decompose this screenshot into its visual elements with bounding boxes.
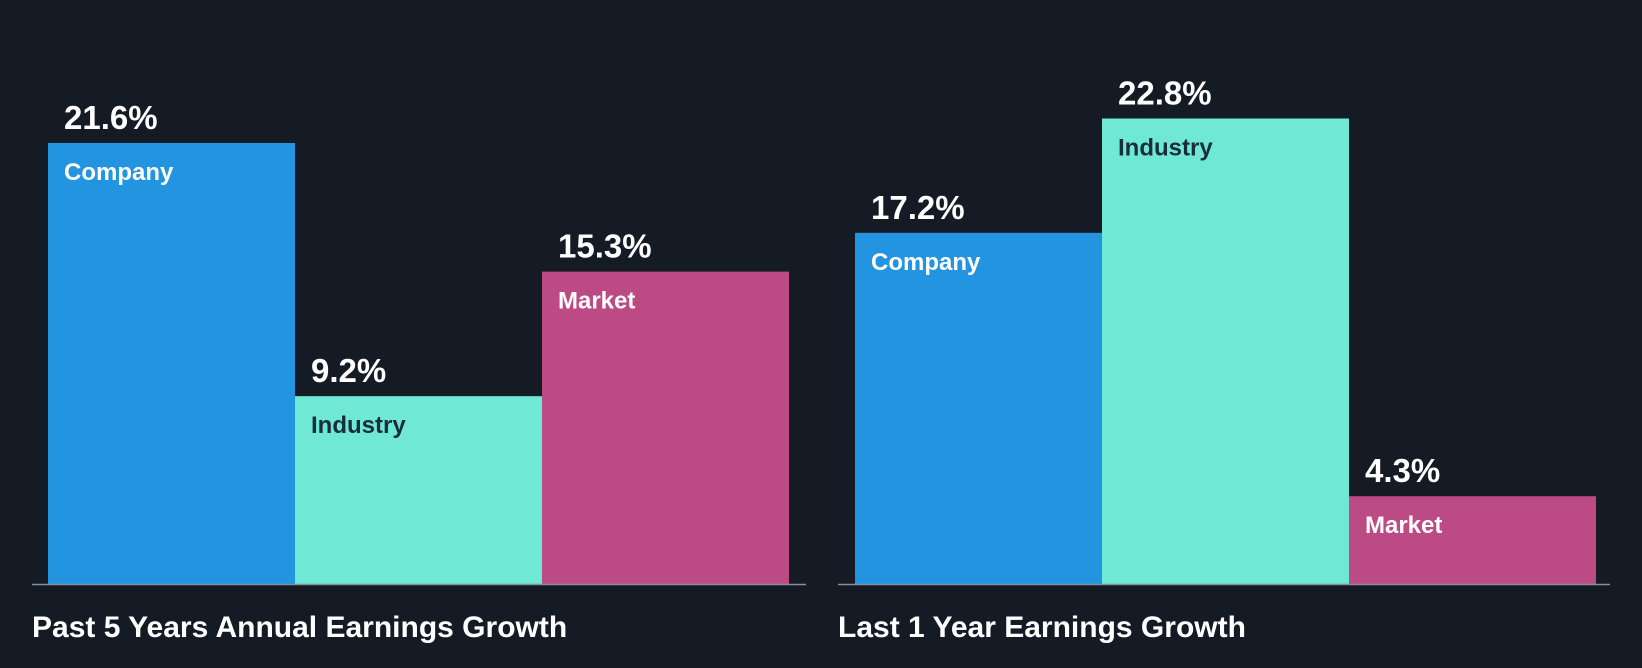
bar-value-label-company: 17.2% [871,189,965,226]
bar-category-label-company: Company [871,249,981,276]
bar-company [48,143,295,584]
bar-value-label-market: 15.3% [558,228,652,265]
panel-past-5-years-bars [48,143,789,584]
bar-industry [1102,118,1349,584]
panel-past-5-years-labels: 21.6% Company 9.2% Industry 15.3% Market [64,99,652,439]
bar-company [855,232,1102,585]
panel-past-5-years-title: Past 5 Years Annual Earnings Growth [32,611,567,644]
bar-value-label-company: 21.6% [64,99,158,136]
bar-category-label-market: Market [1365,512,1442,539]
panel-last-1-year: 17.2% Company 22.8% Industry 4.3% Market Last… [838,75,1610,644]
panel-last-1-year-title: Last 1 Year Earnings Growth [838,611,1246,644]
bar-value-label-industry: 9.2% [311,352,386,389]
bar-category-label-company: Company [64,159,174,186]
bar-value-label-market: 4.3% [1365,452,1440,489]
bar-value-label-industry: 22.8% [1118,75,1212,112]
bar-market [1349,496,1596,584]
panel-past-5-years: 21.6% Company 9.2% Industry 15.3% Market Past… [32,99,806,644]
bar-industry [295,396,542,584]
bar-category-label-industry: Industry [311,412,406,439]
bar-market [542,271,789,584]
bar-category-label-market: Market [558,288,635,315]
panel-last-1-year-labels: 17.2% Company 22.8% Industry 4.3% Market [871,75,1442,540]
panel-last-1-year-bars [855,118,1596,585]
bar-category-label-industry: Industry [1118,135,1213,162]
